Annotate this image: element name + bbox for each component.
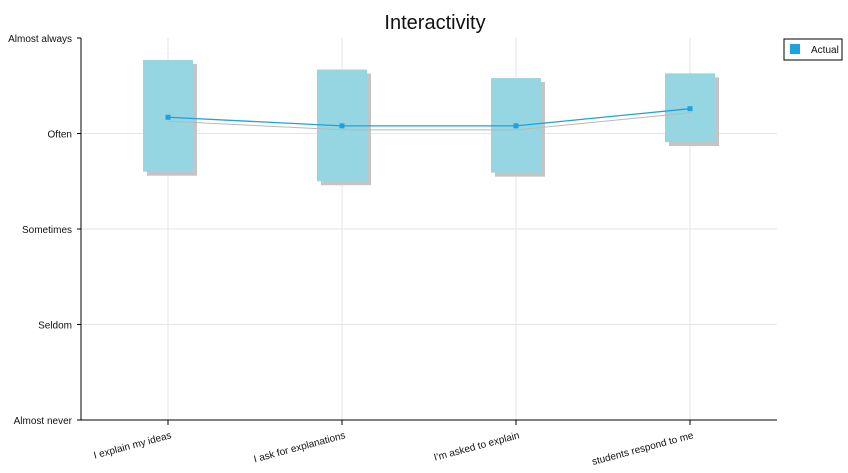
range-boxes (143, 59, 719, 186)
legend-swatch (790, 44, 800, 54)
series-point (165, 114, 171, 120)
series-line (167, 108, 691, 127)
legend-label-actual: Actual (811, 45, 839, 56)
legend: Actual (783, 38, 843, 61)
x-tick-label: I explain my ideas (93, 430, 173, 461)
y-tick-label: Sometimes (22, 225, 72, 236)
x-tick-label: students respond to me (591, 430, 695, 468)
series-line-shadow (168, 112, 692, 131)
series-lines (165, 106, 693, 131)
chart-title: Interactivity (384, 12, 485, 34)
series-point (687, 106, 693, 112)
y-tick-label: Seldom (38, 321, 72, 332)
series-point (513, 123, 519, 129)
y-tick-label: Almost never (14, 416, 73, 427)
x-tick-label: I'm asked to explain (433, 430, 521, 463)
y-tick-label: Almost always (8, 34, 72, 45)
y-tick-label: Often (48, 130, 72, 141)
series-point (339, 123, 345, 129)
x-tick-label: I ask for explanations (253, 430, 347, 465)
axes (77, 37, 777, 425)
